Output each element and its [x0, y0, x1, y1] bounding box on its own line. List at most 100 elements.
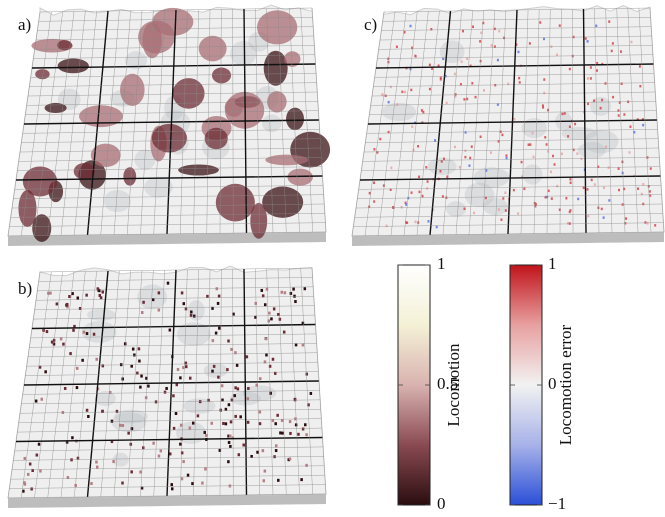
error-dot: [521, 175, 524, 178]
error-dot: [600, 207, 603, 211]
activity-dot: [293, 398, 297, 402]
error-dot: [458, 166, 461, 169]
activity-blob: [287, 168, 313, 186]
error-dot: [430, 27, 433, 31]
activity-dot: [224, 407, 228, 411]
activity-dot: [85, 408, 89, 412]
error-dot: [439, 78, 442, 81]
error-dot: [520, 160, 523, 164]
activity-dot: [72, 328, 75, 332]
error-dot: [385, 224, 388, 228]
error-dot: [496, 58, 499, 62]
error-dot: [432, 208, 435, 212]
activity-dot: [281, 431, 284, 435]
activity-dot: [28, 462, 32, 466]
error-dot: [544, 196, 547, 199]
error-dot: [387, 57, 390, 61]
error-dot: [445, 101, 448, 105]
error-dot: [584, 37, 587, 40]
activity-blob: [32, 214, 52, 242]
mesh-line: [351, 231, 665, 237]
error-dot: [518, 81, 521, 84]
error-dot: [582, 110, 585, 114]
error-dot: [462, 29, 465, 33]
activity-dot: [262, 479, 266, 483]
mesh-line: [300, 8, 313, 233]
activity-dot: [23, 482, 27, 486]
error-dot: [546, 195, 549, 199]
activity-dot: [189, 313, 193, 317]
error-dot: [628, 151, 631, 154]
activity-dot: [108, 390, 112, 394]
error-dot: [638, 65, 641, 68]
terrain-bump: [187, 300, 205, 321]
activity-dot: [222, 421, 225, 425]
error-dot: [401, 90, 404, 94]
activity-dot: [234, 414, 237, 418]
activity-dot: [98, 293, 102, 297]
activity-dot: [288, 457, 292, 461]
error-dot: [601, 98, 604, 102]
activity-dot: [268, 364, 272, 368]
error-dot: [637, 187, 640, 190]
activity-blob: [262, 186, 304, 218]
error-dot: [501, 133, 504, 137]
terrain-bump: [583, 129, 619, 154]
activity-dot: [239, 415, 242, 419]
activity-dot: [98, 289, 101, 293]
error-dot: [595, 24, 598, 28]
activity-dot: [101, 409, 104, 413]
activity-dot: [204, 467, 207, 471]
activity-dot: [288, 420, 292, 424]
activity-dot: [258, 422, 262, 426]
terrain-panel-c: [351, 5, 665, 246]
activity-dot: [63, 386, 67, 390]
error-dot: [484, 196, 487, 200]
activity-dot: [130, 364, 133, 368]
error-dot: [572, 148, 575, 152]
error-dot: [587, 214, 590, 218]
terrain-panel-a: [7, 4, 331, 246]
activity-dot: [74, 483, 77, 487]
activity-blob: [44, 102, 67, 114]
error-dot: [463, 98, 466, 101]
activity-dot: [85, 293, 88, 297]
colorbar-tick-label: −1: [548, 494, 566, 513]
error-dot: [532, 155, 535, 159]
activity-dot: [110, 419, 114, 423]
activity-dot: [142, 300, 145, 304]
error-dot: [469, 156, 472, 160]
error-dot: [502, 197, 505, 200]
error-dot: [368, 205, 371, 209]
error-dot: [586, 77, 589, 80]
activity-dot: [234, 386, 237, 390]
activity-dot: [55, 302, 59, 306]
activity-blob: [90, 143, 121, 168]
error-dot: [468, 164, 471, 167]
activity-dot: [96, 287, 100, 291]
error-dot: [464, 155, 467, 159]
error-dot: [479, 40, 482, 43]
error-dot: [454, 95, 457, 98]
activity-dot: [229, 420, 233, 424]
colorbar-tick-label: 1: [548, 254, 557, 273]
error-dot: [517, 50, 520, 54]
error-dot: [542, 106, 545, 109]
error-dot: [642, 123, 645, 127]
activity-dot: [307, 403, 310, 407]
activity-dot: [234, 351, 237, 355]
activity-dot: [309, 391, 313, 395]
terrain-bump: [446, 201, 467, 217]
activity-dot: [137, 347, 141, 351]
terrain-bump: [464, 182, 495, 208]
activity-dot: [227, 440, 231, 444]
activity-dot: [218, 326, 221, 330]
terrain-bump: [242, 385, 277, 402]
error-dot: [387, 130, 390, 134]
activity-dot: [247, 386, 250, 390]
error-dot: [586, 40, 589, 43]
activity-dot: [254, 301, 258, 305]
activity-dot: [82, 330, 86, 334]
error-dot: [437, 64, 440, 67]
terrain-bump: [521, 118, 547, 138]
